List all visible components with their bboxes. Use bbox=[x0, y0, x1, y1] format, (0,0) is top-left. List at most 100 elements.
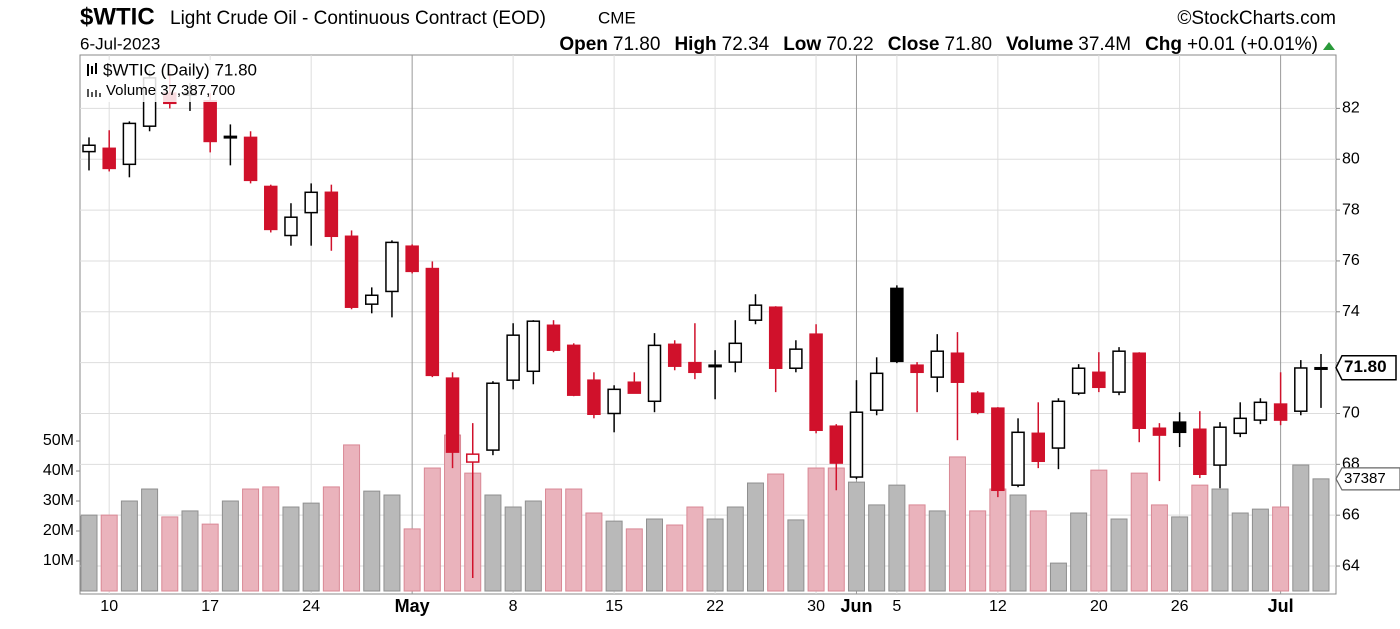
volume-bar bbox=[888, 484, 906, 592]
volume-bar bbox=[706, 518, 724, 592]
candle-body bbox=[789, 348, 803, 369]
y-tick-label: 82 bbox=[1342, 100, 1360, 117]
candle-body bbox=[1152, 427, 1167, 436]
candle-body bbox=[627, 381, 642, 394]
candle-body bbox=[667, 343, 682, 367]
volume-bar bbox=[282, 506, 300, 592]
volume-bar bbox=[1272, 506, 1290, 592]
candle-body bbox=[607, 388, 621, 415]
candle-body bbox=[1213, 426, 1227, 466]
volume-bar bbox=[201, 523, 219, 592]
candle-body bbox=[1092, 371, 1106, 389]
y2-tick-label: 10M bbox=[43, 552, 74, 569]
candle-body bbox=[809, 333, 823, 432]
volume-bar bbox=[484, 494, 502, 592]
candle-body bbox=[647, 344, 662, 403]
x-tick-label: Jul bbox=[1268, 596, 1294, 616]
x-tick-label: 8 bbox=[509, 598, 518, 615]
candle-body bbox=[566, 344, 581, 396]
date: 6-Jul-2023 bbox=[80, 34, 160, 53]
volume-bar bbox=[1251, 508, 1269, 592]
volume-bar bbox=[161, 516, 179, 592]
candle-body bbox=[304, 191, 318, 214]
x-tick-label: Jun bbox=[840, 596, 872, 616]
volume-bar bbox=[969, 510, 987, 592]
candle-body bbox=[910, 364, 924, 374]
stat-label: Close bbox=[888, 34, 940, 55]
y-tick-label: 70 bbox=[1342, 405, 1360, 422]
candle-body bbox=[546, 324, 561, 351]
volume-bar bbox=[302, 502, 320, 592]
volume-bar bbox=[1292, 464, 1310, 592]
x-tick-label: 12 bbox=[989, 598, 1007, 615]
candle-body bbox=[1314, 366, 1328, 370]
y-tick-label: 78 bbox=[1342, 201, 1360, 218]
candle-body bbox=[122, 122, 137, 166]
legend-price: $WTIC (Daily) 71.80 bbox=[103, 60, 257, 79]
stat-label: Low bbox=[783, 34, 821, 55]
volume-bar bbox=[1110, 518, 1128, 592]
candle-body bbox=[1233, 417, 1247, 435]
volume-bar bbox=[605, 520, 623, 592]
volume-bar bbox=[989, 488, 1007, 592]
volume-bar bbox=[787, 519, 805, 592]
candle-body bbox=[930, 350, 945, 378]
credit: ©StockCharts.com bbox=[1177, 8, 1336, 29]
volume-bar bbox=[1231, 512, 1249, 592]
volume-bar bbox=[908, 504, 926, 592]
volume-bar bbox=[545, 488, 563, 592]
candle-body bbox=[1273, 403, 1288, 421]
candle-body bbox=[1132, 352, 1146, 429]
candle-body bbox=[1051, 400, 1066, 449]
candle-body bbox=[465, 453, 480, 463]
candle-body bbox=[728, 342, 743, 363]
volume-bar bbox=[504, 506, 522, 592]
price-marker: 71.80 bbox=[1344, 357, 1387, 376]
x-tick-label: 15 bbox=[605, 598, 623, 615]
candle-body bbox=[829, 425, 844, 464]
y-tick-label: 76 bbox=[1342, 252, 1360, 269]
volume-bar bbox=[1070, 512, 1088, 592]
candle-body bbox=[708, 364, 722, 368]
x-tick-label: 5 bbox=[892, 598, 901, 615]
x-tick-label: 17 bbox=[201, 598, 219, 615]
candle-body bbox=[264, 185, 278, 231]
candle-body bbox=[1071, 367, 1086, 394]
candle-body bbox=[405, 245, 419, 273]
volume-bar bbox=[746, 482, 764, 592]
y-tick-label: 64 bbox=[1342, 557, 1360, 574]
candle-body bbox=[1172, 421, 1187, 434]
x-tick-label: 20 bbox=[1090, 598, 1108, 615]
candle-body bbox=[869, 372, 884, 411]
volume-bar bbox=[948, 456, 966, 592]
stat-label: Volume bbox=[1006, 34, 1073, 55]
volume-bar bbox=[221, 500, 239, 592]
volume-bar bbox=[565, 488, 583, 592]
x-tick-label: 22 bbox=[706, 598, 724, 615]
volume-bar bbox=[383, 494, 401, 592]
volume-bar bbox=[1191, 484, 1209, 592]
candle-body bbox=[587, 379, 601, 415]
volume-bar bbox=[141, 488, 159, 592]
volume-bar bbox=[686, 506, 704, 592]
volume-bar bbox=[1009, 494, 1027, 592]
exchange: CME bbox=[598, 8, 636, 27]
candle-body bbox=[82, 144, 96, 153]
volume-bar bbox=[423, 467, 441, 592]
candle-body bbox=[284, 216, 298, 237]
volume-bar bbox=[1130, 472, 1148, 592]
volume-bar bbox=[585, 512, 603, 592]
volume-bar bbox=[1150, 504, 1168, 592]
candle-body bbox=[102, 147, 116, 170]
candle-body bbox=[970, 392, 985, 413]
volume-bar bbox=[1171, 516, 1189, 592]
volume-bar bbox=[363, 490, 381, 592]
stat-value: +0.01 (+0.01%) bbox=[1187, 34, 1318, 55]
volume-bar bbox=[1312, 478, 1330, 592]
volume-bar bbox=[80, 514, 98, 592]
volume-bar bbox=[262, 486, 280, 592]
candle-body bbox=[385, 241, 399, 293]
legend-icon bbox=[87, 63, 97, 76]
volume-bar bbox=[343, 444, 361, 592]
